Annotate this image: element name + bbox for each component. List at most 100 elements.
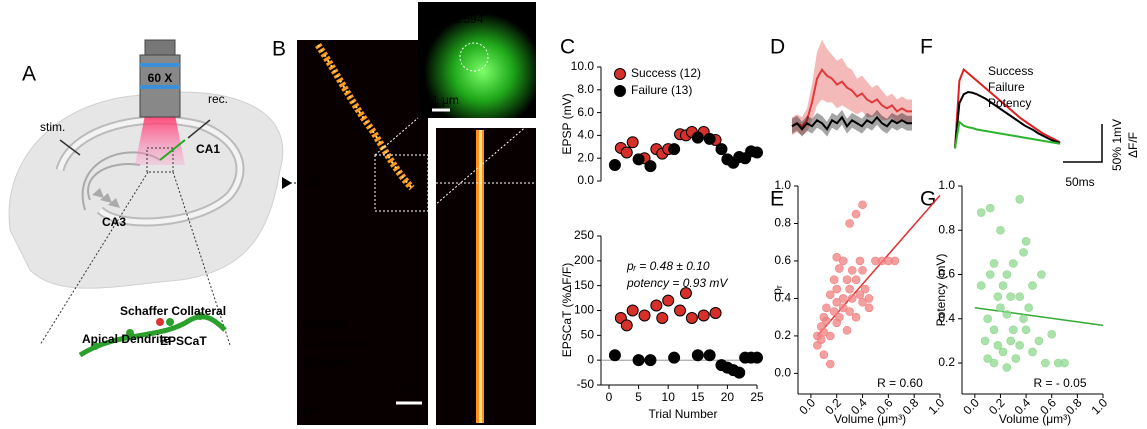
data-point bbox=[842, 325, 852, 335]
data-point bbox=[1008, 259, 1018, 268]
data-point bbox=[1006, 336, 1016, 346]
data-point bbox=[685, 311, 698, 324]
y-tick-label: 0.8 bbox=[774, 216, 791, 230]
y-axis-label: pᵣ bbox=[770, 285, 784, 295]
data-point bbox=[989, 259, 999, 268]
data-point bbox=[976, 208, 986, 217]
legend-label: Success bbox=[988, 64, 1033, 78]
data-point bbox=[825, 359, 835, 369]
data-point bbox=[1019, 248, 1028, 257]
panel-label: B bbox=[272, 38, 286, 61]
y-tick-label: 0.8 bbox=[938, 222, 955, 236]
panel-label: C bbox=[560, 36, 575, 59]
epscat-label: EPSCaT bbox=[160, 334, 207, 348]
legend-label: Failure (13) bbox=[631, 83, 692, 97]
data-point bbox=[847, 266, 857, 275]
data-point bbox=[858, 266, 867, 275]
data-point bbox=[993, 341, 1003, 350]
x-tick-label: 1.0 bbox=[925, 395, 947, 417]
legend-marker bbox=[614, 85, 626, 97]
data-point bbox=[668, 351, 681, 364]
y-tick-label: 1.0 bbox=[938, 178, 955, 192]
data-point bbox=[1006, 292, 1016, 301]
error-band bbox=[792, 40, 912, 136]
data-point bbox=[858, 200, 867, 210]
collateral-label: Schaffer Collateral bbox=[120, 304, 226, 318]
trace bbox=[791, 67, 912, 128]
data-point bbox=[822, 303, 831, 313]
x-tick-label: 25 bbox=[750, 390, 764, 404]
data-point bbox=[845, 307, 854, 316]
data-point bbox=[1002, 363, 1012, 372]
data-point bbox=[662, 294, 675, 307]
data-point bbox=[825, 290, 835, 299]
data-point bbox=[1021, 237, 1031, 246]
data-point bbox=[989, 325, 999, 335]
x-tick-label: 15 bbox=[691, 390, 705, 404]
x-tick-label: 5 bbox=[635, 390, 642, 404]
x-axis-label: Volume (μm³) bbox=[834, 412, 906, 426]
scale-bar-label: ΔF/F bbox=[1126, 132, 1140, 158]
data-point bbox=[1015, 341, 1024, 350]
data-point bbox=[838, 256, 848, 266]
data-point bbox=[1041, 358, 1050, 368]
data-point bbox=[851, 209, 861, 219]
annotation: R = 0.60 bbox=[877, 376, 923, 390]
y-tick-label: 200 bbox=[574, 253, 594, 267]
y-tick-label: 0.6 bbox=[938, 267, 955, 281]
data-point bbox=[825, 331, 835, 341]
annotation: R = - 0.05 bbox=[1033, 376, 1086, 390]
data-point bbox=[835, 312, 844, 322]
data-point bbox=[996, 225, 1005, 235]
rec-label: rec. bbox=[208, 92, 228, 106]
data-point bbox=[674, 304, 687, 317]
data-point bbox=[858, 297, 867, 307]
dendrite-label: Apical Dendrite bbox=[82, 332, 170, 346]
x-tick-label: 0.0 bbox=[960, 395, 982, 417]
stimulation-label: Extracellular bbox=[302, 336, 368, 350]
data-point bbox=[855, 256, 865, 266]
data-point bbox=[1011, 354, 1021, 363]
data-point bbox=[985, 270, 995, 279]
data-point bbox=[608, 349, 621, 362]
data-point bbox=[1015, 194, 1024, 204]
data-point bbox=[838, 303, 848, 313]
data-point bbox=[1047, 329, 1057, 339]
data-point bbox=[650, 299, 663, 312]
images: Alexa 594 1 μm OGB-1 Remote Extracellula… bbox=[282, 2, 540, 425]
data-point bbox=[703, 132, 716, 145]
stim-label: stim. bbox=[40, 120, 65, 134]
y-tick-label: 1.0 bbox=[774, 178, 791, 192]
data-point bbox=[1028, 347, 1037, 357]
y-tick-label: 150 bbox=[574, 278, 594, 292]
error-band bbox=[792, 109, 912, 137]
data-point bbox=[851, 312, 861, 322]
data-point bbox=[656, 311, 669, 324]
data-point bbox=[626, 136, 639, 149]
dye-label: OGB-1 bbox=[302, 175, 340, 189]
data-point bbox=[835, 264, 844, 273]
data-point bbox=[983, 354, 992, 363]
y-tick-label: 8.0 bbox=[577, 82, 594, 96]
trace bbox=[791, 115, 912, 131]
y-tick-label: 10.0 bbox=[571, 59, 595, 73]
y-tick-label: 0.2 bbox=[938, 355, 955, 369]
data-point bbox=[1034, 336, 1044, 346]
data-point bbox=[691, 131, 704, 144]
y-tick-label: 4.0 bbox=[577, 128, 594, 142]
scale-bar-label: 50ms bbox=[1065, 175, 1094, 189]
schematic: 60 X stim. rec. CA1 CA3 Schaffer Collate… bbox=[8, 39, 284, 358]
data-point bbox=[1060, 358, 1069, 368]
data-point bbox=[626, 304, 639, 317]
data-point bbox=[816, 335, 826, 344]
data-point bbox=[819, 350, 829, 359]
x-tick-label: 20 bbox=[721, 390, 735, 404]
data-point bbox=[644, 160, 657, 173]
y-tick-label: 0.4 bbox=[774, 291, 791, 305]
data-point bbox=[832, 297, 842, 307]
data-point bbox=[1037, 270, 1046, 279]
panel-label: G bbox=[920, 188, 936, 211]
data-point bbox=[632, 354, 645, 367]
data-point bbox=[829, 275, 839, 284]
